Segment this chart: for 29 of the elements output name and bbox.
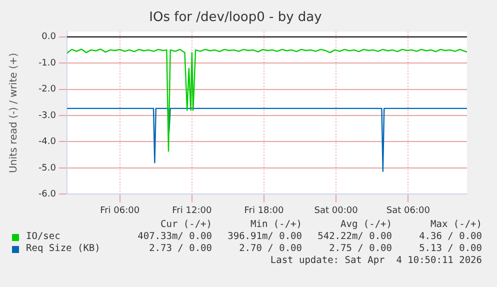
legend-label: Req Size (KB): [26, 243, 100, 255]
text: Cur (-/+): [160, 219, 212, 231]
y-tick-label: -3.0: [38, 110, 56, 121]
x-tick-label: Fri 06:00: [100, 206, 140, 216]
y-axis-title: Units read (-) / write (+): [8, 52, 20, 173]
text: 396.91m/ 0.00: [226, 231, 302, 243]
x-tick-label: Fri 12:00: [172, 206, 212, 216]
text: Last update: Sat Apr 4 10:50:11 2026: [269, 255, 482, 267]
text: 2.75 / 0.00: [328, 243, 392, 255]
text: 2.73 / 0.00: [148, 243, 212, 255]
text: 4.36 / 0.00: [418, 231, 482, 243]
text: Avg (-/+): [340, 219, 392, 231]
text: 2.70 / 0.00: [238, 243, 302, 255]
y-tick-label: -6.0: [38, 190, 56, 200]
y-tick-label: -5.0: [38, 163, 56, 174]
y-tick-label: -1.0: [38, 58, 56, 68]
x-tick-label: Fri 18:00: [244, 206, 284, 216]
legend-label: IO/sec: [26, 231, 60, 243]
x-tick-label: Sat 06:00: [386, 206, 430, 216]
x-tick-label: Sat 00:00: [314, 206, 358, 216]
text: 407.33m/ 0.00: [136, 231, 212, 243]
y-tick-label: -4.0: [38, 137, 56, 148]
text: Max (-/+): [430, 219, 482, 231]
text: 5.13 / 0.00: [418, 243, 482, 255]
y-tick-label: 0.0: [42, 32, 56, 42]
text: 542.22m/ 0.00: [316, 231, 392, 243]
y-tick-label: -2.0: [38, 84, 56, 95]
text: Min (-/+): [250, 219, 302, 231]
chart-title: IOs for /dev/loop0 - by day: [149, 10, 322, 26]
